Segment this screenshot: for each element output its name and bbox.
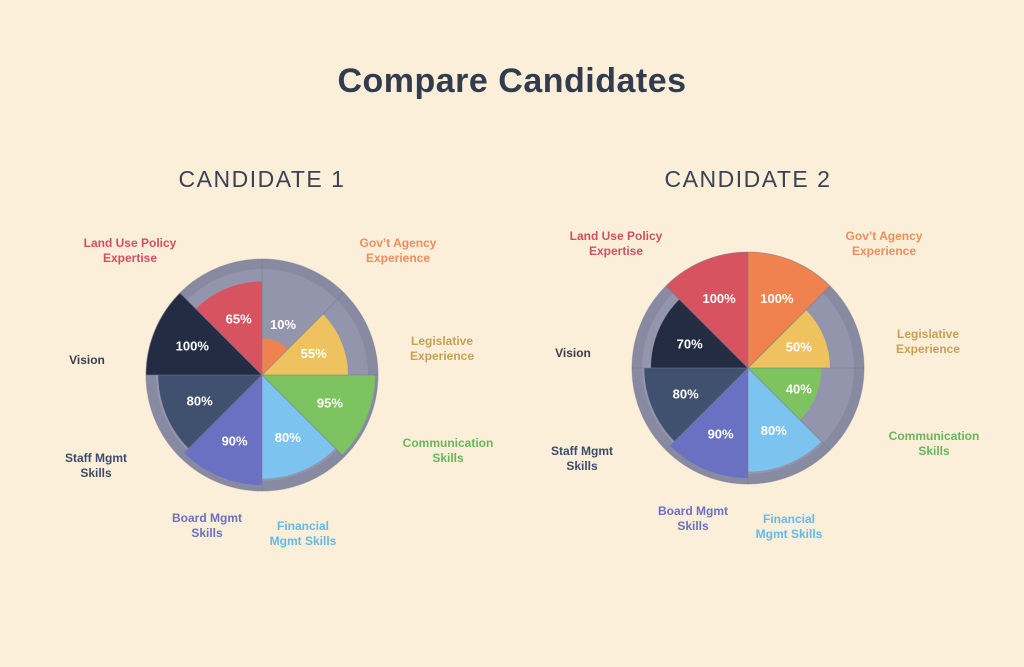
value-label-legislative-experience: 55% <box>301 346 327 361</box>
sector-divider-line <box>179 374 263 458</box>
candidate-2-heading: CANDIDATE 2 <box>664 166 832 192</box>
category-label-land-use-policy-expertise: Land Use Policy Expertise <box>570 229 663 258</box>
sector-divider-line <box>261 292 345 376</box>
category-label-staff-mgmt-skills: Staff Mgmt Skills <box>65 451 127 480</box>
sector-vision <box>146 292 262 375</box>
sector-divider-line <box>665 285 749 369</box>
category-label-land-use-policy-expertise: Land Use Policy Expertise <box>84 236 177 265</box>
sector-divider-line <box>179 292 263 376</box>
value-label-board-mgmt-skills: 90% <box>222 434 248 449</box>
sector-board-mgmt-skills <box>670 368 748 479</box>
sector-communication-skills <box>262 375 376 455</box>
sector-vision <box>650 299 748 368</box>
value-label-vision: 70% <box>677 336 703 351</box>
sector-divider-line <box>261 374 345 458</box>
chart-outline <box>145 258 379 492</box>
sector-govt-agency-experience <box>748 252 831 368</box>
candidate-2-chart: 100% 50% 40% 80% 90% 80% 70% 100% Gov’t Agency Ex… <box>551 229 980 541</box>
value-label-financial-mgmt-skills: 80% <box>275 430 301 445</box>
value-label-staff-mgmt-skills: 80% <box>187 393 213 408</box>
sector-govt-agency-experience <box>262 338 288 375</box>
category-label-financial-mgmt-skills: Financial Mgmt Skills <box>270 519 337 548</box>
category-label-staff-mgmt-skills: Staff Mgmt Skills <box>551 444 613 473</box>
category-label-financial-mgmt-skills: Financial Mgmt Skills <box>756 512 823 541</box>
value-label-board-mgmt-skills: 90% <box>708 427 734 442</box>
sector-divider-line <box>747 285 831 369</box>
category-label-board-mgmt-skills: Board Mgmt Skills <box>172 511 242 540</box>
sector-staff-mgmt-skills <box>158 375 262 449</box>
value-label-land-use-policy-expertise: 100% <box>702 291 736 306</box>
value-label-govt-agency-experience: 100% <box>760 291 794 306</box>
value-label-govt-agency-experience: 10% <box>270 317 296 332</box>
sector-financial-mgmt-skills <box>748 368 822 472</box>
candidate-1-chart: 10% 55% 95% 80% 90% 80% 100% 65% Gov’t Agency Exp… <box>65 236 494 548</box>
value-label-vision: 100% <box>176 339 210 354</box>
value-label-legislative-experience: 50% <box>786 340 812 355</box>
value-label-communication-skills: 95% <box>317 396 343 411</box>
category-label-vision: Vision <box>69 353 105 367</box>
chart-outline <box>631 251 865 485</box>
value-label-land-use-policy-expertise: 65% <box>226 311 252 326</box>
category-label-vision: Vision <box>555 346 591 360</box>
sector-financial-mgmt-skills <box>262 375 336 479</box>
sector-land-use-policy-expertise <box>195 281 262 375</box>
value-label-staff-mgmt-skills: 80% <box>673 386 699 401</box>
sector-divider-line <box>747 367 831 451</box>
sector-divider-line <box>665 367 749 451</box>
page-title: Compare Candidates <box>337 62 687 100</box>
value-label-financial-mgmt-skills: 80% <box>761 423 787 438</box>
category-label-communication-skills: Communication Skills <box>889 429 980 458</box>
candidate-2-panel: 100% 50% 40% 80% 90% 80% 70% 100% Gov’t Agency Ex… <box>488 143 1008 593</box>
category-label-legislative-experience: Legislative Experience <box>410 334 474 363</box>
sector-communication-skills <box>748 368 822 420</box>
value-label-communication-skills: 40% <box>786 382 812 397</box>
category-label-govt-agency-experience: Gov’t Agency Experience <box>360 236 437 265</box>
sector-land-use-policy-expertise <box>665 252 748 368</box>
category-label-communication-skills: Communication Skills <box>403 436 494 465</box>
candidate-1-heading: CANDIDATE 1 <box>178 166 346 192</box>
sector-legislative-experience <box>748 310 831 368</box>
sector-legislative-experience <box>262 314 349 375</box>
sector-staff-mgmt-skills <box>644 368 748 442</box>
sector-board-mgmt-skills <box>184 375 262 486</box>
category-label-govt-agency-experience: Gov’t Agency Experience <box>846 229 923 258</box>
candidate-1-panel: 10% 55% 95% 80% 90% 80% 100% 65% Gov’t Agency Exp… <box>2 150 522 600</box>
category-label-board-mgmt-skills: Board Mgmt Skills <box>658 504 728 533</box>
category-label-legislative-experience: Legislative Experience <box>896 327 960 356</box>
